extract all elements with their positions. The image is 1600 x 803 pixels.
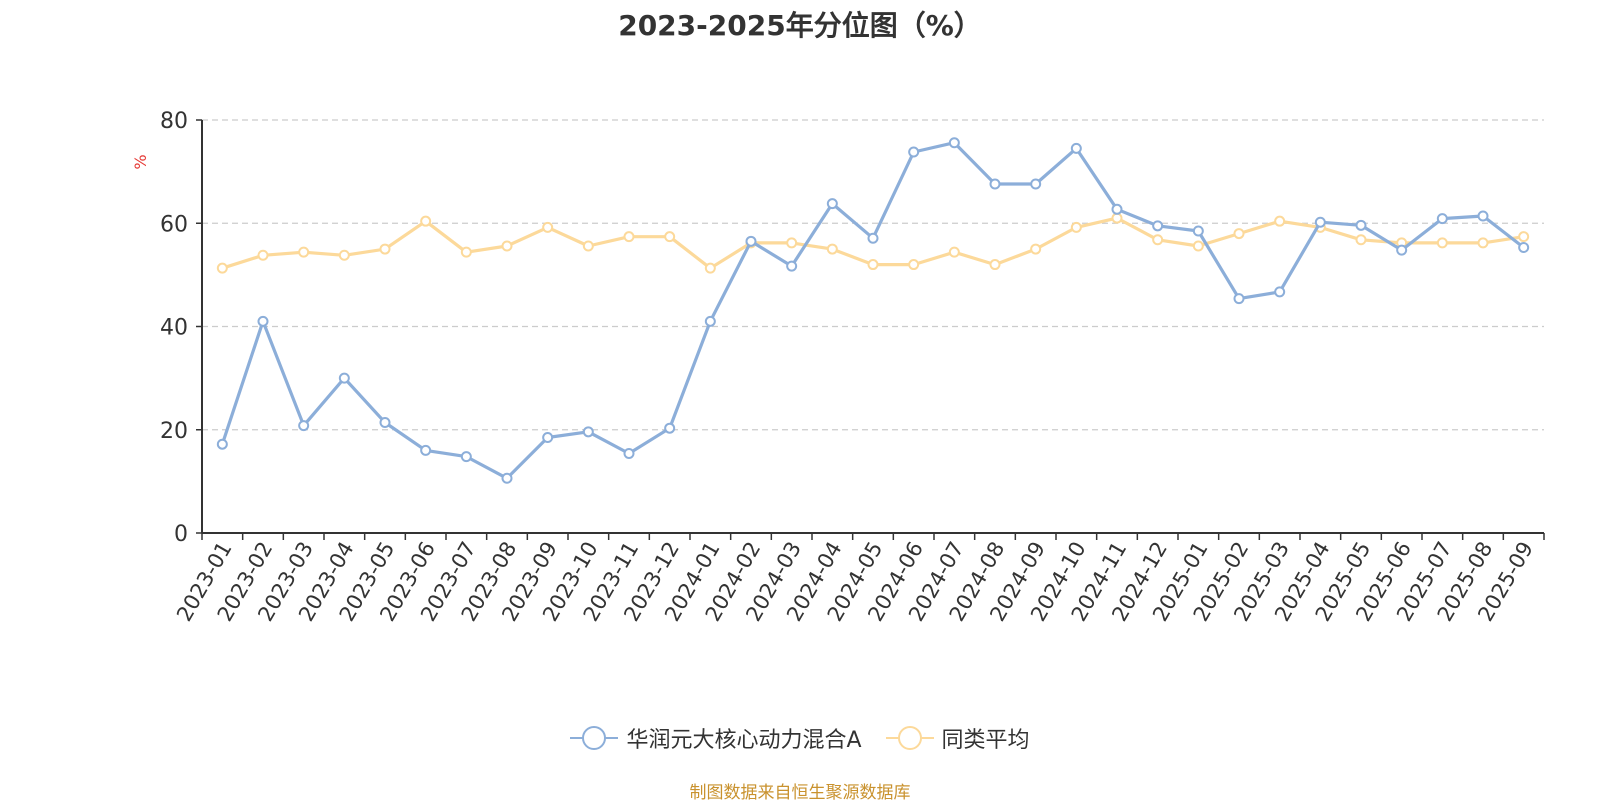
data-point-series-1 bbox=[1396, 244, 1408, 256]
data-point-series-2 bbox=[216, 262, 228, 274]
legend-label-series-1: 华润元大核心动力混合A bbox=[626, 728, 862, 753]
data-point-series-2 bbox=[1111, 212, 1123, 224]
data-point-series-1 bbox=[1233, 293, 1245, 305]
grid-lines bbox=[202, 119, 1544, 431]
legend-item-series-1[interactable]: 华润元大核心动力混合A bbox=[570, 722, 862, 754]
data-point-series-2 bbox=[379, 243, 391, 255]
data-point-series-2 bbox=[867, 259, 879, 271]
data-point-series-1 bbox=[257, 315, 269, 327]
legend-marker-series-1 bbox=[570, 726, 619, 750]
y-axis-label: % bbox=[131, 154, 150, 169]
data-point-series-2 bbox=[989, 259, 1001, 271]
data-point-series-2 bbox=[908, 259, 920, 271]
axes: 0204060802023-012023-022023-032023-04202… bbox=[160, 109, 1545, 625]
data-point-series-1 bbox=[1192, 225, 1204, 237]
data-point-series-2 bbox=[664, 231, 676, 243]
data-point-series-2 bbox=[1030, 243, 1042, 255]
data-point-series-2 bbox=[1192, 240, 1204, 252]
data-point-series-1 bbox=[501, 472, 513, 484]
data-point-series-1 bbox=[664, 422, 676, 434]
data-point-series-1 bbox=[1152, 220, 1164, 232]
data-point-series-1 bbox=[826, 198, 838, 210]
data-point-series-2 bbox=[1233, 228, 1245, 240]
data-point-series-1 bbox=[420, 444, 432, 456]
data-point-series-2 bbox=[948, 246, 960, 258]
data-point-series-2 bbox=[257, 249, 269, 261]
data-point-series-1 bbox=[908, 146, 920, 158]
data-point-series-2 bbox=[1477, 237, 1489, 249]
data-point-series-1 bbox=[623, 447, 635, 459]
data-point-series-1 bbox=[460, 451, 472, 463]
data-point-series-1 bbox=[1030, 178, 1042, 190]
data-point-series-2 bbox=[298, 246, 310, 258]
data-point-series-1 bbox=[1477, 210, 1489, 222]
data-point-series-1 bbox=[704, 315, 716, 327]
data-point-series-1 bbox=[989, 178, 1001, 190]
data-point-series-1 bbox=[1314, 216, 1326, 228]
data-point-series-2 bbox=[704, 262, 716, 274]
source-note: 制图数据来自恒生聚源数据库 bbox=[689, 783, 911, 803]
data-point-series-1 bbox=[1355, 219, 1367, 231]
data-point-series-1 bbox=[542, 431, 554, 443]
data-point-series-2 bbox=[1070, 221, 1082, 233]
y-tick-label: 80 bbox=[160, 109, 188, 134]
data-point-series-2 bbox=[1274, 215, 1286, 227]
data-point-series-2 bbox=[826, 243, 838, 255]
data-point-series-2 bbox=[1152, 234, 1164, 246]
data-point-series-1 bbox=[867, 232, 879, 244]
data-point-series-1 bbox=[1070, 142, 1082, 154]
data-point-series-1 bbox=[216, 438, 228, 450]
data-point-series-1 bbox=[745, 235, 757, 247]
data-point-series-2 bbox=[623, 231, 635, 243]
y-tick-label: 40 bbox=[160, 316, 188, 341]
data-point-series-1 bbox=[298, 420, 310, 432]
y-tick-label: 0 bbox=[174, 522, 188, 547]
legend-marker-series-2 bbox=[885, 726, 934, 750]
series-lines bbox=[216, 137, 1530, 484]
data-point-series-1 bbox=[1274, 286, 1286, 298]
chart-title: 2023-2025年分位图（%） bbox=[618, 9, 982, 42]
data-point-series-2 bbox=[582, 240, 594, 252]
data-point-series-1 bbox=[582, 426, 594, 438]
data-point-series-1 bbox=[338, 372, 350, 384]
y-tick-label: 60 bbox=[160, 212, 188, 237]
data-point-series-1 bbox=[1436, 213, 1448, 225]
data-point-series-2 bbox=[460, 246, 472, 258]
data-point-series-2 bbox=[420, 215, 432, 227]
series-line-1 bbox=[220, 141, 1526, 480]
data-point-series-1 bbox=[1111, 203, 1123, 215]
data-point-series-1 bbox=[786, 260, 798, 272]
data-point-series-1 bbox=[379, 417, 391, 429]
y-tick-label: 20 bbox=[160, 419, 188, 444]
data-point-series-1 bbox=[1518, 242, 1530, 254]
data-point-series-2 bbox=[1355, 234, 1367, 246]
data-point-series-2 bbox=[542, 221, 554, 233]
data-point-series-2 bbox=[1518, 231, 1530, 243]
data-point-series-2 bbox=[786, 237, 798, 249]
data-point-series-2 bbox=[338, 249, 350, 261]
legend-item-series-2[interactable]: 同类平均 bbox=[885, 722, 1030, 754]
data-point-series-1 bbox=[948, 137, 960, 149]
legend-label-series-2: 同类平均 bbox=[941, 728, 1030, 753]
data-point-series-2 bbox=[1436, 237, 1448, 249]
data-point-series-2 bbox=[501, 240, 513, 252]
legend: 华润元大核心动力混合A 同类平均 bbox=[0, 722, 1600, 754]
